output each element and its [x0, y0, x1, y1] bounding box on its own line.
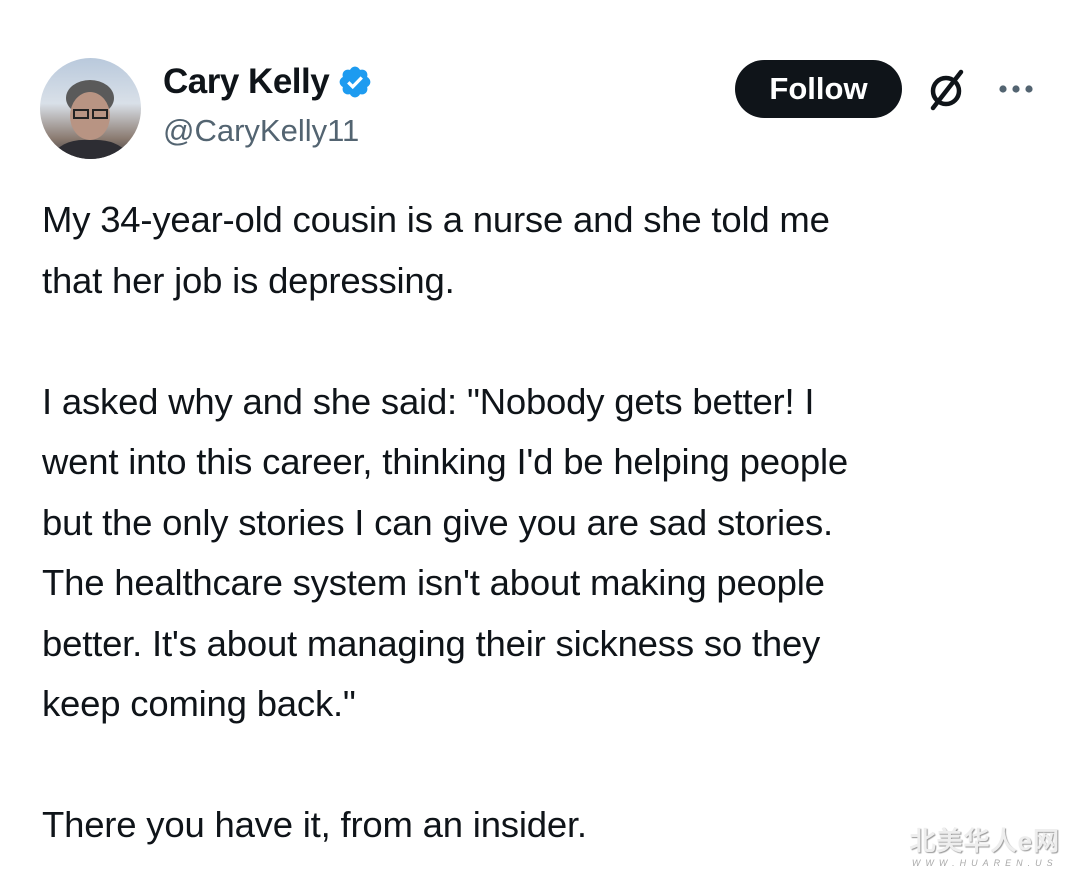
more-icon[interactable] — [996, 74, 1036, 104]
tweet-line: My 34-year-old cousin is a nurse and she… — [42, 199, 830, 240]
verified-badge-icon — [339, 66, 371, 98]
watermark-url: WWW.HUAREN.US — [911, 858, 1058, 868]
grok-icon[interactable] — [925, 68, 967, 112]
follow-button[interactable]: Follow — [735, 60, 902, 118]
watermark: 北美华人e网 WWW.HUAREN.US — [910, 821, 1060, 868]
author-handle[interactable]: @CaryKelly11 — [163, 113, 360, 148]
tweet-line: that her job is depressing. — [42, 259, 455, 301]
tweet-line: keep coming back." — [42, 683, 356, 724]
tweet-line: I asked why and she said: "Nobody gets b… — [42, 380, 815, 422]
watermark-title: 北美华人e网 — [909, 826, 1060, 856]
tweet-line: went into this career, thinking I'd be h… — [42, 441, 848, 482]
avatar-photo — [50, 80, 132, 159]
avatar[interactable] — [40, 58, 141, 159]
author-name[interactable]: Cary Kelly — [163, 62, 330, 101]
tweet-line: The healthcare system isn't about making… — [42, 562, 825, 603]
tweet-text: My 34-year-old cousin is a nurse and she… — [42, 190, 848, 856]
tweet-line: There you have it, from an insider. — [42, 804, 587, 845]
tweet-line: better. It's about managing their sickne… — [42, 622, 821, 664]
author-name-row[interactable]: Cary Kelly — [163, 62, 373, 102]
tweet-line: but the only stories I can give you are … — [42, 501, 833, 543]
